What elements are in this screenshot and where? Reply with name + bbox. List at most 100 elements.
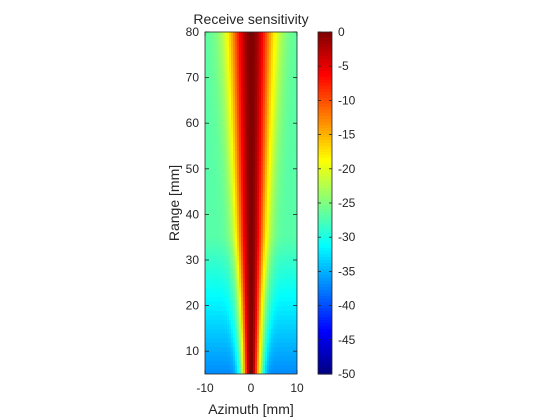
heatmap-cell (277, 205, 280, 211)
heatmap-cell (291, 360, 294, 366)
heatmap-cell (253, 54, 256, 60)
heatmap-cell (247, 200, 250, 206)
heatmap-cell (237, 123, 240, 129)
heatmap-cell (225, 323, 228, 329)
heatmap-cell (295, 118, 297, 124)
heatmap-cell (211, 209, 214, 215)
heatmap-cell (289, 369, 292, 374)
heatmap-cell (253, 159, 256, 165)
heatmap-cell (213, 223, 216, 229)
heatmap-cell (249, 364, 252, 371)
heatmap-cell (237, 118, 240, 124)
heatmap-cell (237, 136, 240, 143)
heatmap-cell (251, 200, 254, 206)
heatmap-cell (235, 205, 238, 211)
heatmap-cell (249, 50, 252, 56)
heatmap-cell (223, 132, 226, 138)
heatmap-cell (247, 264, 250, 270)
heatmap-cell (255, 73, 258, 79)
heatmap-cell (231, 45, 234, 51)
heatmap-cell (253, 41, 256, 47)
heatmap-cell (273, 73, 276, 79)
heatmap-cell (277, 360, 280, 366)
heatmap-cell (247, 205, 250, 211)
heatmap-cell (273, 264, 276, 270)
colorbar-tick-label: -5 (338, 59, 349, 73)
heatmap-cell (205, 205, 208, 211)
heatmap-cell (271, 296, 274, 302)
colorbar-segment (318, 362, 332, 366)
heatmap-cell (279, 95, 282, 101)
heatmap-cell (209, 301, 212, 307)
heatmap-cell (225, 73, 228, 79)
heatmap-cell (207, 314, 210, 320)
heatmap-cell (291, 114, 294, 120)
heatmap-cell (227, 241, 230, 247)
heatmap-cell (233, 177, 236, 184)
heatmap-cell (295, 136, 297, 143)
y-tick-label: 20 (186, 299, 200, 313)
heatmap-cell (227, 141, 230, 147)
heatmap-cell (235, 278, 238, 284)
heatmap-cell (261, 77, 264, 83)
heatmap-cell (263, 109, 266, 115)
heatmap-cell (229, 164, 232, 170)
heatmap-cell (267, 132, 270, 138)
heatmap-cell (219, 314, 222, 320)
heatmap-cell (295, 305, 297, 311)
heatmap-cell (273, 282, 276, 288)
heatmap-cell (211, 282, 214, 288)
heatmap-cell (291, 54, 294, 60)
heatmap-cell (287, 241, 290, 247)
heatmap-cell (239, 200, 242, 206)
heatmap-cell (277, 342, 280, 348)
heatmap-cell (255, 150, 258, 156)
heatmap-cell (279, 237, 282, 243)
heatmap-cell (215, 369, 218, 374)
colorbar-segment (318, 95, 332, 99)
heatmap-cell (263, 45, 266, 51)
heatmap-cell (267, 86, 270, 92)
heatmap-cell (219, 246, 222, 252)
heatmap-cell (259, 41, 262, 47)
heatmap-cell (213, 291, 216, 298)
heatmap-cell (259, 250, 262, 257)
heatmap-cell (277, 32, 280, 38)
heatmap-cell (287, 150, 290, 156)
heatmap-cell (255, 59, 258, 65)
heatmap-cell (287, 291, 290, 298)
heatmap-cell (251, 196, 254, 202)
heatmap-cell (257, 155, 260, 161)
heatmap-cell (267, 246, 270, 252)
heatmap-cell (271, 91, 274, 97)
heatmap-cell (293, 218, 296, 225)
heatmap-cell (205, 255, 208, 261)
heatmap-cell (241, 155, 244, 161)
heatmap-cell (245, 182, 248, 188)
heatmap-cell (219, 132, 222, 138)
heatmap-cell (237, 346, 240, 352)
colorbar-tick-label: -40 (338, 299, 356, 313)
heatmap-cell (259, 237, 262, 243)
heatmap-cell (227, 100, 230, 106)
heatmap-cell (239, 73, 242, 79)
heatmap-cell (211, 155, 214, 161)
heatmap-cell (217, 291, 220, 298)
heatmap-cell (291, 118, 294, 124)
heatmap-cell (233, 346, 236, 352)
heatmap-cell (259, 127, 262, 133)
heatmap-cell (227, 355, 230, 361)
heatmap-cell (291, 187, 294, 193)
heatmap-cell (283, 41, 286, 47)
heatmap-cell (251, 118, 254, 124)
heatmap-cell (209, 91, 212, 97)
heatmap-cell (287, 141, 290, 147)
heatmap-cell (271, 364, 274, 371)
heatmap-cell (231, 218, 234, 225)
heatmap-cell (243, 209, 246, 215)
heatmap-cell (273, 255, 276, 261)
heatmap-cell (291, 205, 294, 211)
heatmap-cell (267, 296, 270, 302)
heatmap-cell (255, 287, 258, 293)
heatmap-cell (253, 136, 256, 143)
